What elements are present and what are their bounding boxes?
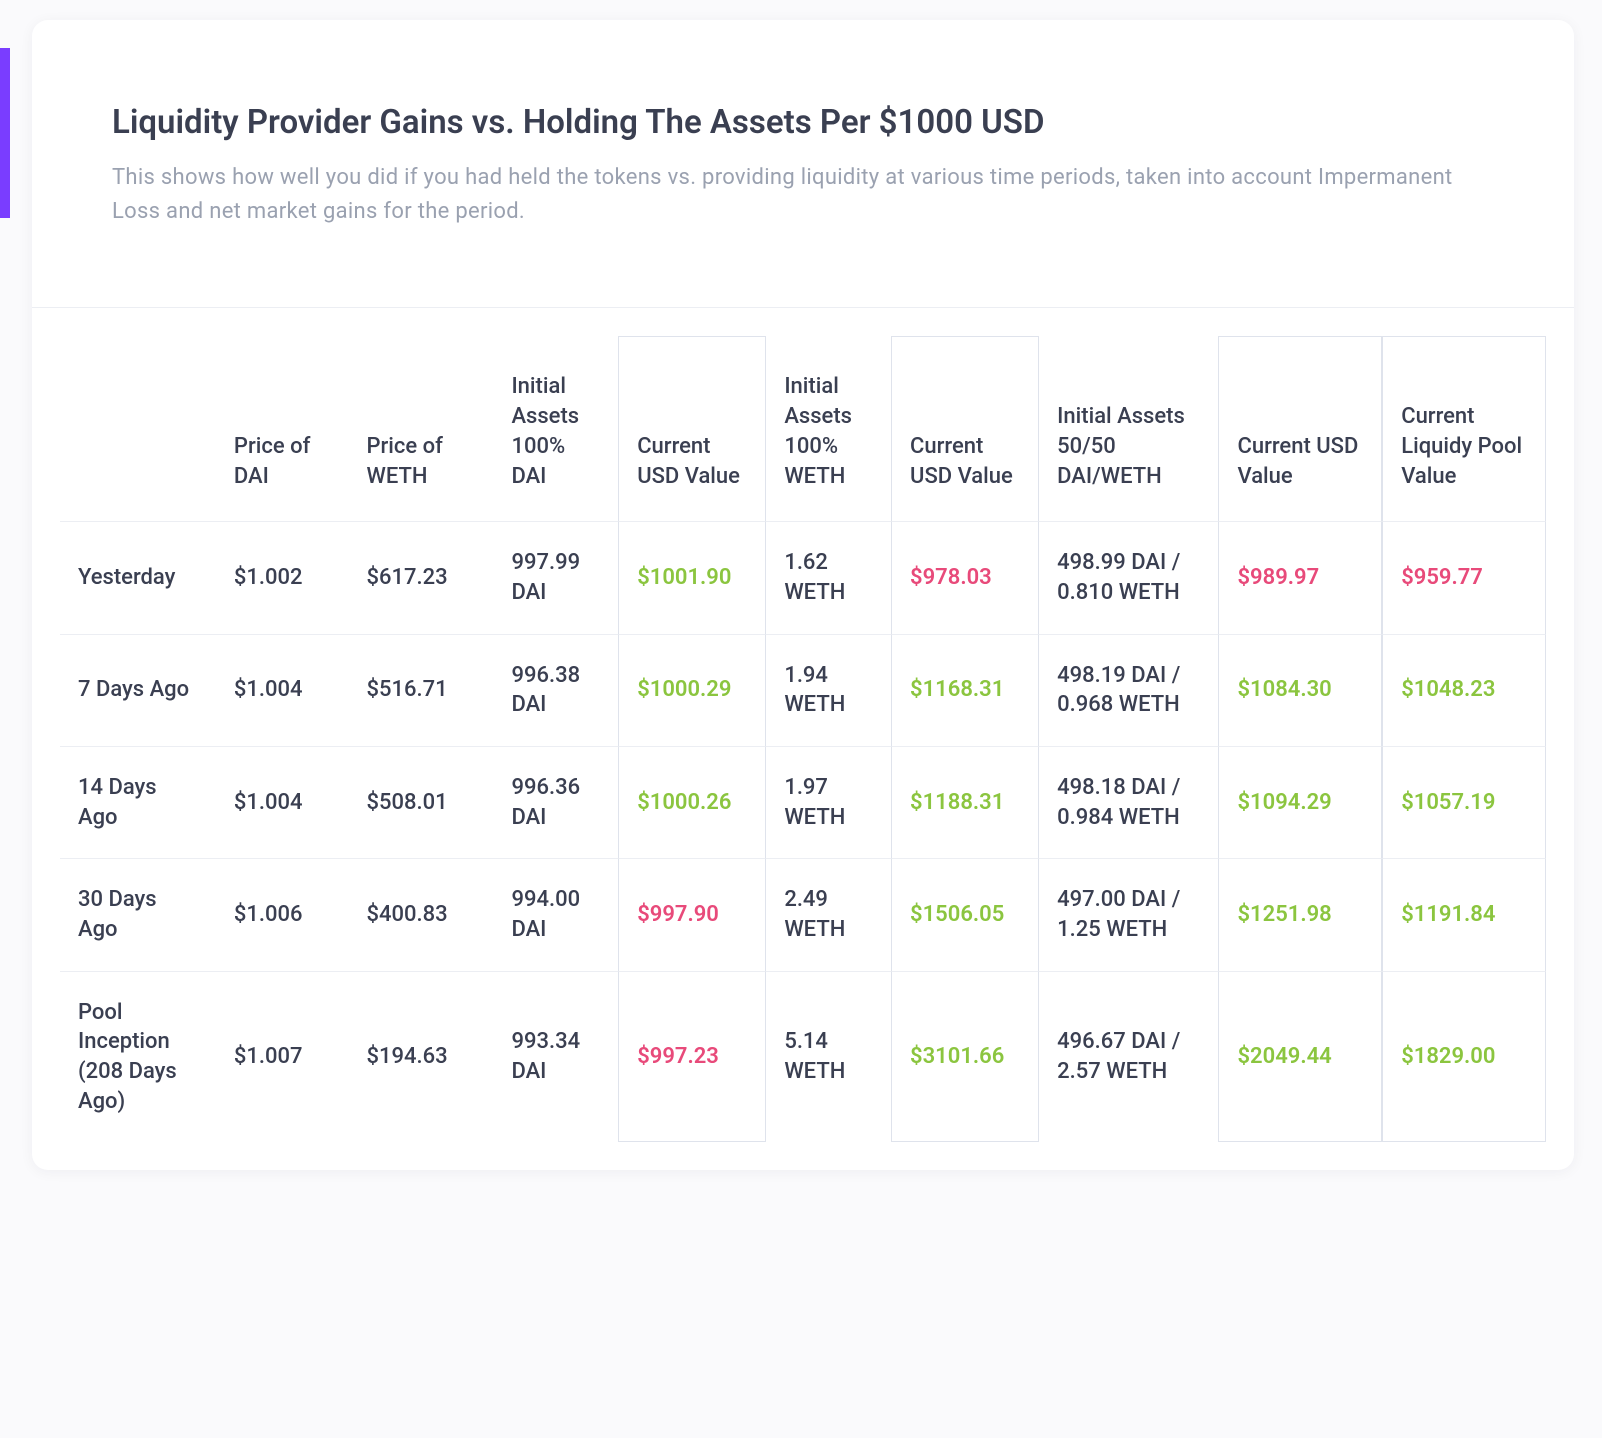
table-cell: $1.004 [216, 634, 349, 746]
table-cell: $1.002 [216, 521, 349, 633]
table-cell: $997.23 [618, 971, 766, 1143]
column-header: Initial Assets 100% WETH [766, 336, 891, 521]
table-cell: $1084.30 [1218, 634, 1382, 746]
table-cell: $508.01 [348, 746, 493, 858]
table-header-row: Price of DAIPrice of WETHInitial Assets … [60, 336, 1546, 521]
table-cell: $1829.00 [1382, 971, 1546, 1143]
card-subtitle: This shows how well you did if you had h… [112, 161, 1494, 229]
table-cell: Yesterday [60, 521, 216, 633]
table-cell: 498.18 DAI / 0.984 WETH [1039, 746, 1218, 858]
table-cell: $1191.84 [1382, 858, 1546, 970]
card-header: Liquidity Provider Gains vs. Holding The… [32, 20, 1574, 283]
table-cell: $1188.31 [891, 746, 1039, 858]
table-head: Price of DAIPrice of WETHInitial Assets … [60, 336, 1546, 521]
table-cell: 498.19 DAI / 0.968 WETH [1039, 634, 1218, 746]
table-row: 7 Days Ago$1.004$516.71996.38 DAI$1000.2… [60, 634, 1546, 746]
table-cell: $978.03 [891, 521, 1039, 633]
column-header: Initial Assets 50/50 DAI/WETH [1039, 336, 1218, 521]
table-cell: $194.63 [348, 971, 493, 1143]
table-cell: $516.71 [348, 634, 493, 746]
table-cell: 993.34 DAI [493, 971, 618, 1143]
table-cell: $1506.05 [891, 858, 1039, 970]
column-header: Current USD Value [891, 336, 1039, 521]
table-cell: $1.006 [216, 858, 349, 970]
table-cell: $1000.29 [618, 634, 766, 746]
accent-bar [0, 48, 10, 218]
column-header: Price of DAI [216, 336, 349, 521]
table-cell: 1.97 WETH [766, 746, 891, 858]
column-header: Current USD Value [618, 336, 766, 521]
table-cell: $400.83 [348, 858, 493, 970]
table-cell: 994.00 DAI [493, 858, 618, 970]
table-row: Pool Inception (208 Days Ago)$1.007$194.… [60, 971, 1546, 1143]
lp-gains-table: Price of DAIPrice of WETHInitial Assets … [60, 336, 1546, 1142]
table-cell: $989.97 [1218, 521, 1382, 633]
table-cell: 7 Days Ago [60, 634, 216, 746]
table-cell: 498.99 DAI / 0.810 WETH [1039, 521, 1218, 633]
column-header: Price of WETH [348, 336, 493, 521]
table-row: Yesterday$1.002$617.23997.99 DAI$1001.90… [60, 521, 1546, 633]
card-title: Liquidity Provider Gains vs. Holding The… [112, 102, 1494, 143]
column-header: Current USD Value [1218, 336, 1382, 521]
table-cell: $1168.31 [891, 634, 1039, 746]
table-cell: 14 Days Ago [60, 746, 216, 858]
table-cell: Pool Inception (208 Days Ago) [60, 971, 216, 1143]
table-cell: 2.49 WETH [766, 858, 891, 970]
table-cell: $1.007 [216, 971, 349, 1143]
table-cell: 996.36 DAI [493, 746, 618, 858]
table-row: 30 Days Ago$1.006$400.83994.00 DAI$997.9… [60, 858, 1546, 970]
column-header [60, 336, 216, 521]
table-cell: 1.62 WETH [766, 521, 891, 633]
table-body: Yesterday$1.002$617.23997.99 DAI$1001.90… [60, 521, 1546, 1142]
table-cell: 497.00 DAI / 1.25 WETH [1039, 858, 1218, 970]
table-cell: $3101.66 [891, 971, 1039, 1143]
column-header: Current Liquidy Pool Value [1382, 336, 1546, 521]
table-cell: 5.14 WETH [766, 971, 891, 1143]
table-cell: $1001.90 [618, 521, 766, 633]
table-cell: $1048.23 [1382, 634, 1546, 746]
table-cell: $997.90 [618, 858, 766, 970]
table-container: Price of DAIPrice of WETHInitial Assets … [32, 308, 1574, 1170]
table-cell: 997.99 DAI [493, 521, 618, 633]
table-row: 14 Days Ago$1.004$508.01996.36 DAI$1000.… [60, 746, 1546, 858]
table-cell: $959.77 [1382, 521, 1546, 633]
table-cell: 996.38 DAI [493, 634, 618, 746]
lp-gains-card: Liquidity Provider Gains vs. Holding The… [32, 20, 1574, 1170]
table-cell: 1.94 WETH [766, 634, 891, 746]
table-cell: $1094.29 [1218, 746, 1382, 858]
table-cell: $1057.19 [1382, 746, 1546, 858]
table-cell: $1251.98 [1218, 858, 1382, 970]
column-header: Initial Assets 100% DAI [493, 336, 618, 521]
table-cell: $1.004 [216, 746, 349, 858]
table-cell: 496.67 DAI / 2.57 WETH [1039, 971, 1218, 1143]
table-cell: $1000.26 [618, 746, 766, 858]
table-cell: $2049.44 [1218, 971, 1382, 1143]
table-cell: 30 Days Ago [60, 858, 216, 970]
table-cell: $617.23 [348, 521, 493, 633]
